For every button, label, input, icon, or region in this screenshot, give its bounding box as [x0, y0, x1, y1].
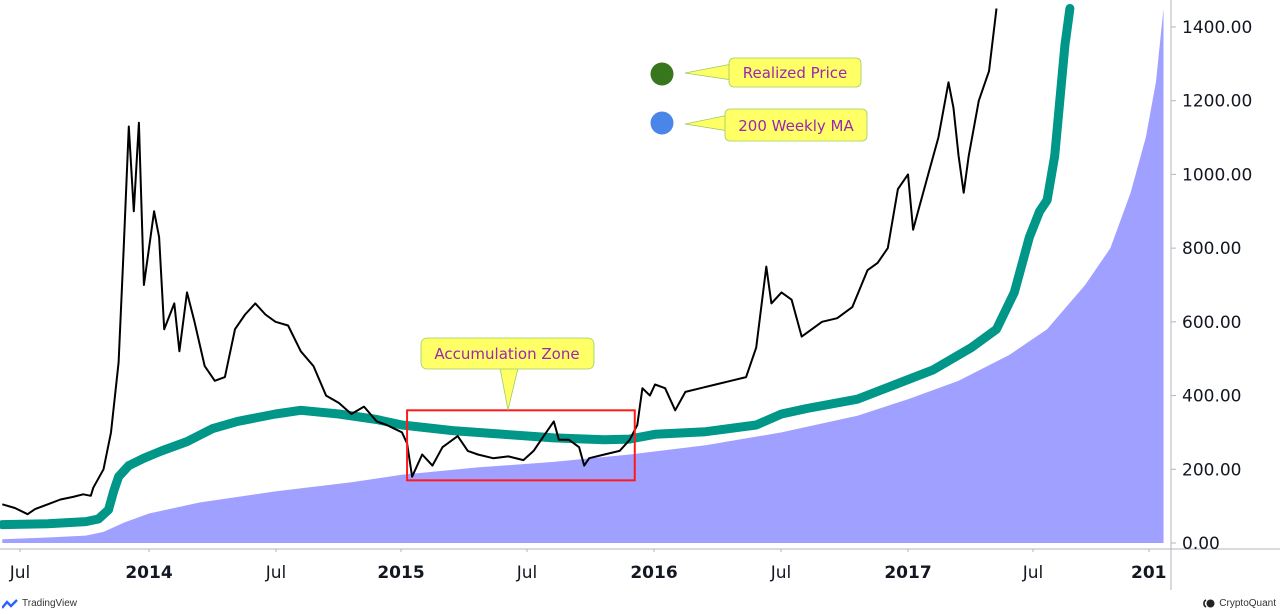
- cryptoquant-label: CryptoQuant: [1219, 598, 1276, 609]
- legend-label: Realized Price: [743, 64, 848, 82]
- y-tick-label: 800.00: [1182, 239, 1241, 259]
- y-tick-label: 1200.00: [1182, 92, 1252, 112]
- x-tick-label: 2014: [125, 563, 172, 583]
- accumulation-zone-rect: [406, 409, 636, 482]
- cryptoquant-logo-icon: [1203, 599, 1215, 608]
- tradingview-label: TradingView: [22, 598, 78, 609]
- callout-pointer: [684, 114, 730, 132]
- realized-price-dot-icon: [650, 62, 674, 86]
- y-tick-label: 600.00: [1182, 313, 1241, 333]
- callout-pointer: [684, 63, 733, 81]
- realized-price-area: [2, 8, 1164, 543]
- x-tick-label: 2016: [630, 563, 677, 583]
- btc-price-path: [2, 8, 998, 516]
- accumulation-zone-box: [406, 409, 636, 482]
- btc-price-line: [2, 8, 998, 516]
- x-tick-label: Jul: [9, 563, 31, 583]
- y-tick-label: 1400.00: [1182, 18, 1252, 38]
- x-tick-label: 2017: [884, 563, 931, 583]
- callout-box: [420, 337, 595, 370]
- callout-box: [728, 57, 862, 88]
- x-tick-label: Jul: [1022, 563, 1044, 583]
- y-tick-label: 200.00: [1182, 460, 1241, 480]
- y-tick-label: 400.00: [1182, 387, 1241, 407]
- y-tick-label: 1000.00: [1182, 165, 1252, 185]
- x-axis-ticks: Jul 2014 Jul 2015 Jul 2016 Jul 2017 Jul 201: [9, 549, 1167, 583]
- x-tick-label: 201: [1131, 563, 1167, 583]
- x-tick-label: 2015: [377, 563, 424, 583]
- tradingview-logo-icon: [2, 598, 18, 609]
- x-tick-label: Jul: [516, 563, 538, 583]
- weekly-ma-path: [0, 4, 1075, 530]
- legend-200-weekly-ma: 200 Weekly MA: [650, 108, 868, 142]
- cryptoquant-brand: CryptoQuant: [1203, 598, 1276, 609]
- realized-price-area-fill: [2, 8, 1164, 543]
- legend-label: 200 Weekly MA: [738, 117, 854, 135]
- y-axis-ticks: 0.00 200.00 400.00 600.00 800.00 1000.00 1200.…: [1171, 18, 1252, 554]
- weekly-ma-dot-icon: [650, 111, 674, 135]
- weekly-ma-line: [0, 4, 1075, 530]
- accumulation-zone-callout: Accumulation Zone: [420, 337, 595, 411]
- accumulation-zone-label: Accumulation Zone: [434, 345, 579, 363]
- tradingview-brand: TradingView: [2, 598, 77, 609]
- callout-box: [724, 108, 868, 142]
- x-tick-label: Jul: [770, 563, 792, 583]
- y-tick-label: 0.00: [1182, 534, 1220, 554]
- callout-pointer: [499, 367, 519, 411]
- x-tick-label: Jul: [265, 563, 287, 583]
- legend-realized-price: Realized Price: [650, 57, 862, 88]
